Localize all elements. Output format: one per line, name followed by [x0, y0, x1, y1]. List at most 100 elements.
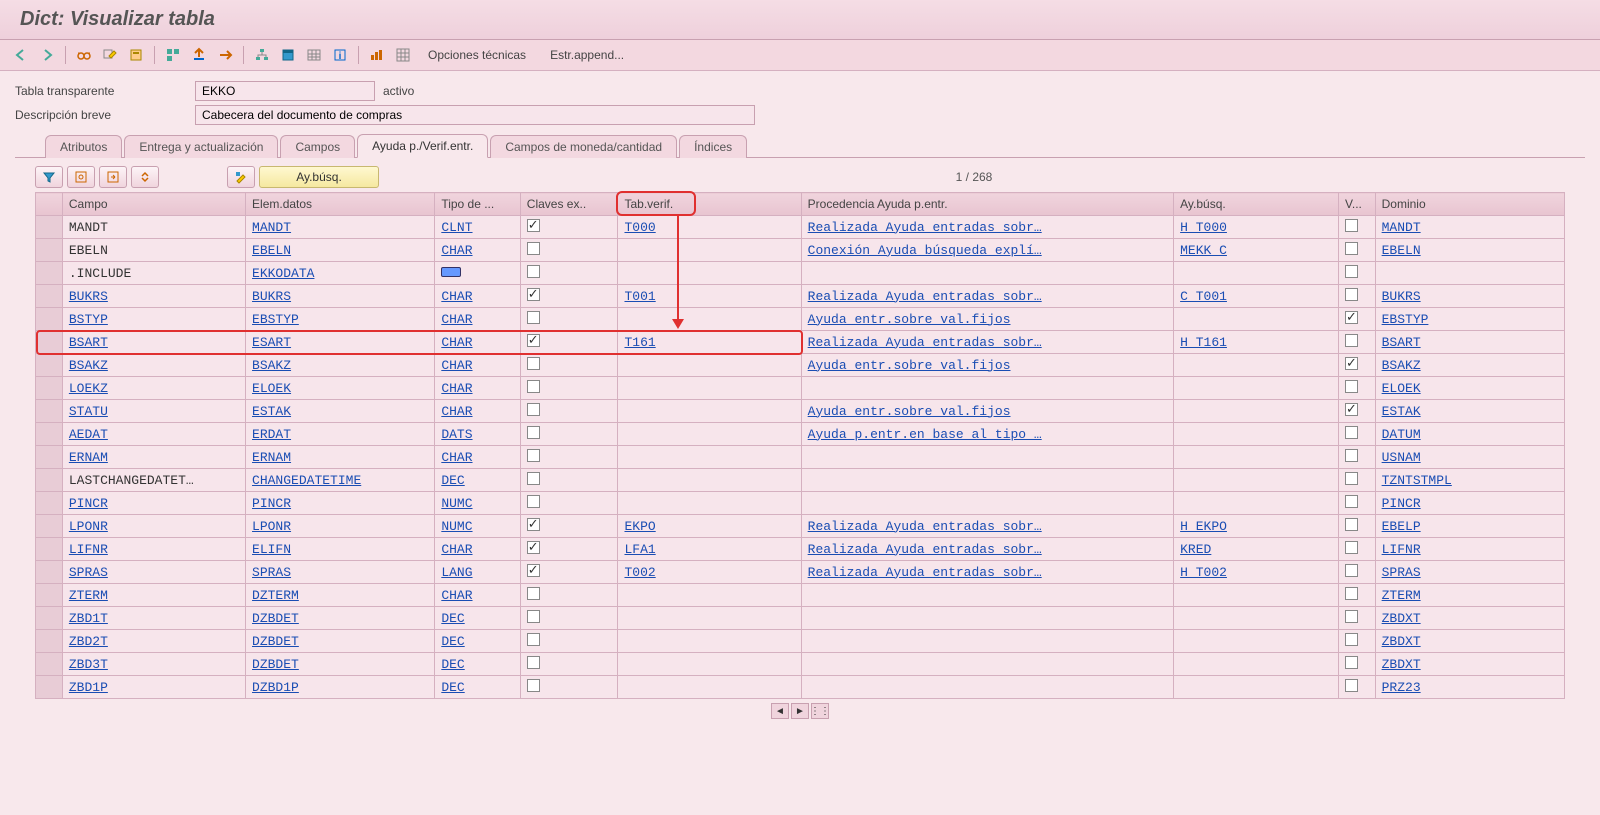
- tipo-link[interactable]: DEC: [441, 634, 464, 649]
- cell-claves[interactable]: [520, 308, 618, 331]
- dom-link[interactable]: EBELN: [1382, 243, 1421, 258]
- campo-link[interactable]: STATU: [69, 404, 108, 419]
- tabverif-link[interactable]: LFA1: [624, 542, 655, 557]
- elem-link[interactable]: BSAKZ: [252, 358, 291, 373]
- cell-v[interactable]: [1338, 676, 1375, 699]
- cell-claves[interactable]: [520, 239, 618, 262]
- cell-ayb[interactable]: H_T161: [1174, 331, 1339, 354]
- cell-campo[interactable]: AEDAT: [62, 423, 245, 446]
- cell-ayb[interactable]: [1174, 653, 1339, 676]
- cell-claves[interactable]: [520, 584, 618, 607]
- cell-claves[interactable]: [520, 285, 618, 308]
- checkbox-icon[interactable]: [527, 679, 540, 692]
- pencil-display-icon[interactable]: [99, 44, 121, 66]
- back-icon[interactable]: [10, 44, 32, 66]
- cell-dom[interactable]: DATUM: [1375, 423, 1564, 446]
- cell-campo[interactable]: ZBD2T: [62, 630, 245, 653]
- cell-v[interactable]: [1338, 492, 1375, 515]
- cell-ayb[interactable]: [1174, 469, 1339, 492]
- campo-link[interactable]: BSAKZ: [69, 358, 108, 373]
- hierarchy-icon[interactable]: [251, 44, 273, 66]
- cell-elem[interactable]: EBSTYP: [246, 308, 435, 331]
- cell-claves[interactable]: [520, 607, 618, 630]
- cell-tabverif[interactable]: [618, 400, 801, 423]
- cell-claves[interactable]: [520, 331, 618, 354]
- cell-elem[interactable]: EBELN: [246, 239, 435, 262]
- checkbox-icon[interactable]: [1345, 633, 1358, 646]
- cell-dom[interactable]: PINCR: [1375, 492, 1564, 515]
- row-selector[interactable]: [36, 515, 63, 538]
- dom-link[interactable]: ESTAK: [1382, 404, 1421, 419]
- cell-claves[interactable]: [520, 469, 618, 492]
- tipo-link[interactable]: NUMC: [441, 496, 472, 511]
- tipo-link[interactable]: CLNT: [441, 220, 472, 235]
- cell-claves[interactable]: [520, 354, 618, 377]
- row-selector[interactable]: [36, 607, 63, 630]
- checkbox-icon[interactable]: [1345, 334, 1358, 347]
- ayb-link[interactable]: C_T001: [1180, 289, 1227, 304]
- cell-elem[interactable]: EKKODATA: [246, 262, 435, 285]
- cell-claves[interactable]: [520, 446, 618, 469]
- elem-link[interactable]: ELOEK: [252, 381, 291, 396]
- cell-v[interactable]: [1338, 469, 1375, 492]
- col-v[interactable]: V...: [1338, 193, 1375, 216]
- checkbox-icon[interactable]: [1345, 311, 1358, 324]
- tabverif-link[interactable]: EKPO: [624, 519, 655, 534]
- cell-dom[interactable]: ZTERM: [1375, 584, 1564, 607]
- cell-elem[interactable]: PINCR: [246, 492, 435, 515]
- checkbox-icon[interactable]: [1345, 564, 1358, 577]
- cell-tabverif[interactable]: [618, 676, 801, 699]
- activate-icon[interactable]: [188, 44, 210, 66]
- cell-elem[interactable]: BSAKZ: [246, 354, 435, 377]
- cell-elem[interactable]: LPONR: [246, 515, 435, 538]
- row-selector[interactable]: [36, 308, 63, 331]
- ayb-link[interactable]: KRED: [1180, 542, 1211, 557]
- cell-dom[interactable]: ZBDXT: [1375, 607, 1564, 630]
- proc-link[interactable]: Conexión Ayuda búsqueda explí…: [808, 243, 1042, 258]
- cell-dom[interactable]: EBELN: [1375, 239, 1564, 262]
- cell-claves[interactable]: [520, 561, 618, 584]
- cell-campo[interactable]: ZBD1T: [62, 607, 245, 630]
- checkbox-icon[interactable]: [527, 334, 540, 347]
- row-selector[interactable]: [36, 423, 63, 446]
- checkbox-icon[interactable]: [527, 564, 540, 577]
- row-selector[interactable]: [36, 216, 63, 239]
- checkbox-icon[interactable]: [1345, 495, 1358, 508]
- dom-link[interactable]: ZBDXT: [1382, 634, 1421, 649]
- tipo-link[interactable]: CHAR: [441, 243, 472, 258]
- tipo-link[interactable]: CHAR: [441, 542, 472, 557]
- cell-campo[interactable]: BUKRS: [62, 285, 245, 308]
- cell-claves[interactable]: [520, 492, 618, 515]
- campo-link[interactable]: ZBD3T: [69, 657, 108, 672]
- cell-campo[interactable]: SPRAS: [62, 561, 245, 584]
- cell-ayb[interactable]: KRED: [1174, 538, 1339, 561]
- cell-dom[interactable]: BSART: [1375, 331, 1564, 354]
- campo-link[interactable]: ZBD1P: [69, 680, 108, 695]
- checkbox-icon[interactable]: [527, 633, 540, 646]
- cell-ayb[interactable]: [1174, 676, 1339, 699]
- scroll-right-icon[interactable]: ►: [791, 703, 809, 719]
- cell-dom[interactable]: BUKRS: [1375, 285, 1564, 308]
- dom-link[interactable]: TZNTSTMPL: [1382, 473, 1452, 488]
- checkbox-icon[interactable]: [1345, 449, 1358, 462]
- row-selector[interactable]: [36, 446, 63, 469]
- tab-campos[interactable]: Campos: [280, 135, 355, 158]
- elem-link[interactable]: SPRAS: [252, 565, 291, 580]
- cell-tabverif[interactable]: [618, 239, 801, 262]
- expand-icon[interactable]: [131, 166, 159, 188]
- cell-ayb[interactable]: MEKK_C: [1174, 239, 1339, 262]
- cell-elem[interactable]: DZBDET: [246, 630, 435, 653]
- tabverif-link[interactable]: T002: [624, 565, 655, 580]
- checkbox-icon[interactable]: [1345, 265, 1358, 278]
- cell-elem[interactable]: SPRAS: [246, 561, 435, 584]
- checkbox-icon[interactable]: [1345, 219, 1358, 232]
- cell-tabverif[interactable]: T161: [618, 331, 801, 354]
- dom-link[interactable]: LIFNR: [1382, 542, 1421, 557]
- cell-v[interactable]: [1338, 515, 1375, 538]
- opciones-tecnicas-button[interactable]: Opciones técnicas: [418, 45, 536, 65]
- row-selector[interactable]: [36, 561, 63, 584]
- cell-v[interactable]: [1338, 400, 1375, 423]
- checkbox-icon[interactable]: [527, 449, 540, 462]
- cell-tabverif[interactable]: LFA1: [618, 538, 801, 561]
- dom-link[interactable]: BUKRS: [1382, 289, 1421, 304]
